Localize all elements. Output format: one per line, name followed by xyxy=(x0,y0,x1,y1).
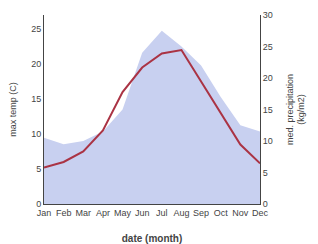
svg-text:Jul: Jul xyxy=(156,208,168,218)
svg-text:Aug: Aug xyxy=(173,208,189,218)
svg-text:Jan: Jan xyxy=(37,208,52,218)
svg-text:20: 20 xyxy=(263,73,273,83)
svg-text:25: 25 xyxy=(263,42,273,52)
svg-text:date (month): date (month) xyxy=(122,233,183,244)
svg-text:30: 30 xyxy=(263,10,273,20)
svg-text:25: 25 xyxy=(31,24,41,34)
svg-text:max temp (C): max temp (C) xyxy=(8,82,18,137)
svg-text:0: 0 xyxy=(263,199,268,209)
svg-text:15: 15 xyxy=(263,105,273,115)
svg-text:20: 20 xyxy=(31,59,41,69)
svg-text:Feb: Feb xyxy=(56,208,72,218)
svg-text:May: May xyxy=(114,208,132,218)
svg-text:0: 0 xyxy=(36,199,41,209)
svg-text:Oct: Oct xyxy=(214,208,229,218)
svg-text:10: 10 xyxy=(263,136,273,146)
svg-text:15: 15 xyxy=(31,94,41,104)
svg-text:Mar: Mar xyxy=(76,208,92,218)
svg-text:5: 5 xyxy=(263,168,268,178)
svg-text:Nov: Nov xyxy=(232,208,249,218)
svg-text:Dec: Dec xyxy=(252,208,269,218)
svg-text:med. precipitation(kg/m2): med. precipitation(kg/m2) xyxy=(285,74,307,145)
svg-text:5: 5 xyxy=(36,164,41,174)
svg-text:Jun: Jun xyxy=(135,208,150,218)
svg-text:Apr: Apr xyxy=(96,208,110,218)
svg-text:10: 10 xyxy=(31,129,41,139)
svg-text:Sep: Sep xyxy=(193,208,209,218)
